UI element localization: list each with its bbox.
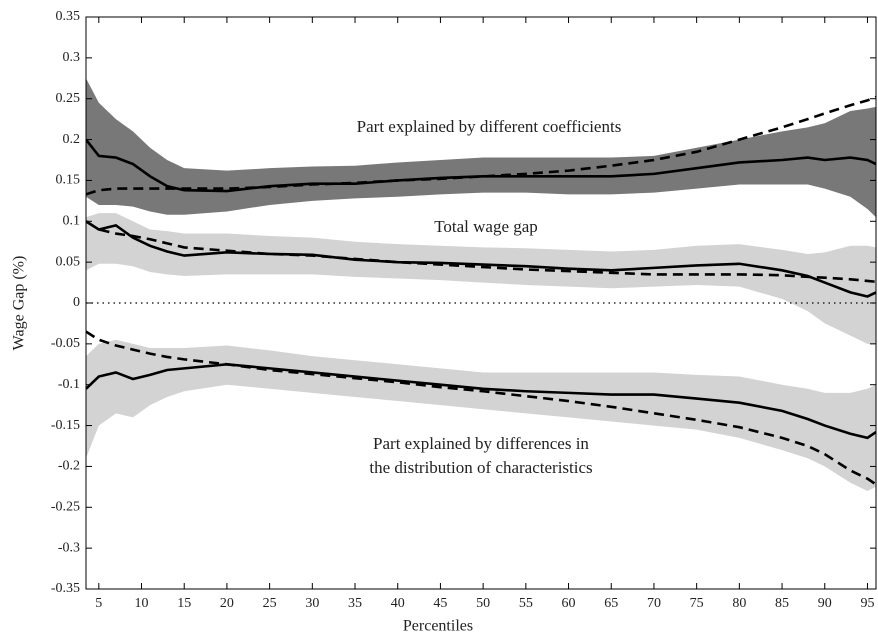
x-tick-label: 60 — [562, 596, 576, 611]
x-tick-label: 5 — [95, 596, 102, 611]
x-tick-label: 50 — [476, 596, 490, 611]
x-tick-label: 40 — [391, 596, 405, 611]
x-tick-label: 15 — [177, 596, 191, 611]
x-tick-label: 90 — [818, 596, 832, 611]
x-tick-label: 65 — [604, 596, 618, 611]
confidence-band — [86, 213, 876, 344]
dashed-line — [86, 220, 876, 284]
y-tick-label: -0.2 — [58, 459, 80, 474]
y-tick-label: -0.25 — [51, 500, 80, 515]
confidence-band — [86, 339, 876, 491]
y-tick-label: 0.25 — [56, 91, 81, 106]
x-tick-label: 45 — [433, 596, 447, 611]
annotation: Part explained by differences in — [373, 434, 589, 453]
plot-area — [86, 78, 876, 491]
dashed-line — [86, 330, 876, 486]
y-tick-label: -0.3 — [58, 540, 80, 555]
confidence-band — [86, 78, 876, 218]
x-tick-label: 95 — [860, 596, 874, 611]
annotation: Total wage gap — [434, 217, 538, 236]
annotation: Part explained by different coefficients — [357, 117, 622, 136]
y-tick-label: 0.2 — [63, 132, 81, 147]
solid-line — [86, 220, 876, 298]
y-tick-label: -0.15 — [51, 418, 80, 433]
dashed-line — [86, 95, 876, 196]
x-tick-label: 70 — [647, 596, 661, 611]
x-tick-label: 55 — [519, 596, 533, 611]
y-tick-label: 0.35 — [56, 9, 81, 24]
x-tick-label: 80 — [732, 596, 746, 611]
y-tick-label: 0.1 — [63, 214, 81, 229]
y-tick-label: 0.05 — [56, 254, 81, 269]
x-tick-label: 20 — [220, 596, 234, 611]
x-tick-label: 75 — [690, 596, 704, 611]
y-tick-label: -0.35 — [51, 581, 80, 596]
y-tick-label: -0.05 — [51, 336, 80, 351]
x-tick-label: 25 — [263, 596, 277, 611]
y-tick-label: 0 — [73, 295, 80, 310]
solid-line — [86, 362, 876, 440]
x-tick-label: 85 — [775, 596, 789, 611]
y-tick-label: 0.15 — [56, 173, 81, 188]
x-tick-label: 35 — [348, 596, 362, 611]
y-axis-label: Wage Gap (%) — [11, 256, 28, 351]
y-tick-label: 0.3 — [63, 50, 81, 65]
annotation: the distribution of characteristics — [369, 458, 592, 477]
x-axis-label: Percentiles — [403, 618, 473, 635]
x-tick-label: 30 — [305, 596, 319, 611]
y-tick-label: -0.1 — [58, 377, 80, 392]
x-tick-label: 10 — [135, 596, 149, 611]
